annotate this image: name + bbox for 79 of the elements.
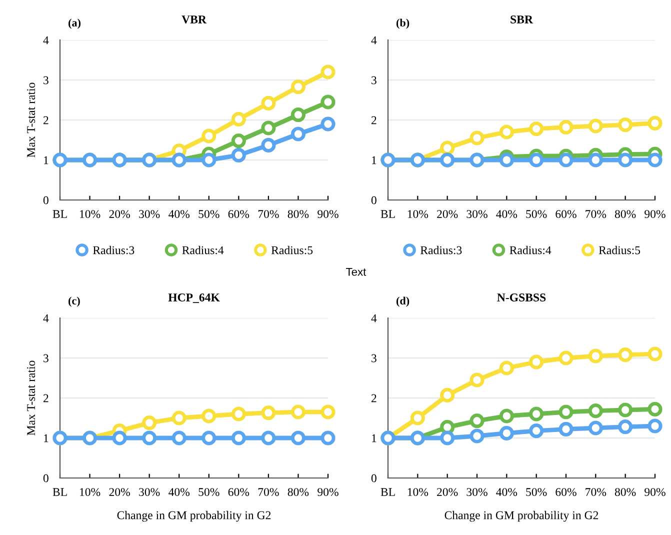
y-tick-label: 4 xyxy=(43,36,49,44)
x-tick-label: 50% xyxy=(526,210,547,218)
x-tick-label: 80% xyxy=(288,488,309,496)
x-tick-label: 90% xyxy=(644,210,666,218)
y-tick-label: 1 xyxy=(44,156,48,164)
legend-label: Radius:4 xyxy=(510,246,552,254)
x-tick-label: BL xyxy=(380,210,395,218)
x-tick-label: 10% xyxy=(408,210,428,218)
legend-label: Radius:3 xyxy=(93,246,134,254)
x-tick-label: BL xyxy=(52,488,67,496)
legend-label: Radius:3 xyxy=(420,246,462,254)
y-tick-label: 3 xyxy=(372,76,376,84)
x-tick-label: 90% xyxy=(644,488,666,496)
y-tick-label: 1 xyxy=(44,434,48,442)
legend-label: Radius:5 xyxy=(271,246,313,254)
y-tick-label: 3 xyxy=(44,354,48,362)
x-tick-label: 10% xyxy=(80,210,100,218)
x-tick-label: 60% xyxy=(556,210,576,218)
x-tick-label: 60% xyxy=(556,488,576,496)
x-tick-label: 70% xyxy=(586,210,606,218)
text: (b) xyxy=(396,18,410,29)
x-axis-title: Change in GM probability in G2 xyxy=(117,510,271,522)
text: (a) xyxy=(68,18,81,29)
x-tick-label: 80% xyxy=(614,488,636,496)
x-tick-label: 80% xyxy=(614,210,636,218)
y-axis-title: Max T-stat ratio xyxy=(27,360,36,436)
chart-title: VBR xyxy=(182,16,207,24)
x-tick-label: 60% xyxy=(228,488,250,496)
x-tick-label: 10% xyxy=(408,488,428,496)
y-tick-label: 0 xyxy=(43,474,48,482)
x-tick-label: 50% xyxy=(526,488,547,496)
y-tick-label: 4 xyxy=(43,314,49,322)
x-axis-title: Change in GM probability in G2 xyxy=(444,510,598,522)
y-tick-label: 3 xyxy=(372,354,376,362)
legend-label: Radius:5 xyxy=(598,246,640,254)
y-tick-label: 1 xyxy=(372,434,376,442)
x-tick-label: 30% xyxy=(466,210,488,218)
x-tick-label: 20% xyxy=(437,488,458,496)
x-tick-label: 40% xyxy=(496,488,518,496)
y-tick-label: 0 xyxy=(43,196,48,204)
y-tick-label: 2 xyxy=(372,394,376,402)
text: (d) xyxy=(396,296,410,307)
chart-title: N-GSBSS xyxy=(497,294,546,302)
y-tick-label: 2 xyxy=(44,116,48,124)
x-tick-label: BL xyxy=(380,488,395,496)
chart-title: SBR xyxy=(510,16,534,24)
x-tick-label: 40% xyxy=(168,210,190,218)
y-tick-label: 2 xyxy=(44,394,48,402)
x-tick-label: 10% xyxy=(80,488,100,496)
text: Text xyxy=(346,268,366,276)
x-tick-label: 30% xyxy=(139,210,160,218)
x-tick-label: 20% xyxy=(437,210,458,218)
x-tick-label: 60% xyxy=(228,210,250,218)
x-tick-label: 30% xyxy=(139,488,160,496)
x-tick-label: 20% xyxy=(109,488,130,496)
y-axis-title: Max T-stat ratio xyxy=(27,82,36,158)
y-tick-label: 4 xyxy=(371,36,377,44)
x-tick-label: 50% xyxy=(198,210,220,218)
x-tick-label: 70% xyxy=(258,488,279,496)
y-tick-label: 1 xyxy=(372,156,376,164)
x-tick-label: 50% xyxy=(198,488,220,496)
x-tick-label: 40% xyxy=(168,488,190,496)
x-tick-label: 70% xyxy=(258,210,279,218)
x-tick-label: 90% xyxy=(318,210,338,218)
x-tick-label: 30% xyxy=(466,488,488,496)
chart-title: HCP_64K xyxy=(168,294,220,303)
x-tick-label: 90% xyxy=(318,488,338,496)
x-tick-label: 20% xyxy=(109,210,130,218)
y-tick-label: 3 xyxy=(44,76,48,84)
text: (c) xyxy=(68,296,80,307)
x-tick-label: 40% xyxy=(496,210,518,218)
x-tick-label: BL xyxy=(52,210,67,218)
x-tick-label: 70% xyxy=(586,488,606,496)
y-tick-label: 0 xyxy=(371,196,376,204)
y-tick-label: 0 xyxy=(371,474,376,482)
y-tick-label: 2 xyxy=(372,116,376,124)
x-tick-label: 80% xyxy=(288,210,309,218)
y-tick-label: 4 xyxy=(371,314,377,322)
legend-label: Radius:4 xyxy=(182,246,224,254)
